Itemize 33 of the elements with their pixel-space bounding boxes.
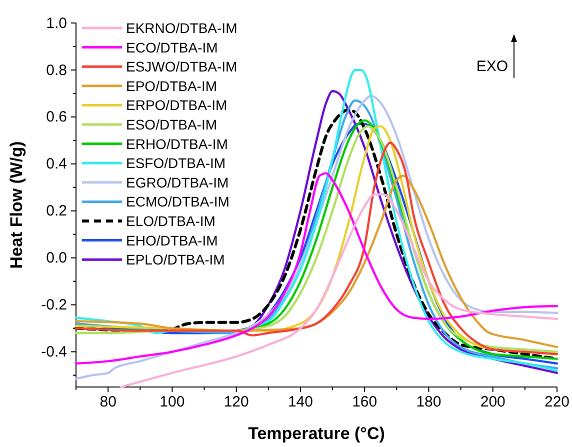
legend-label: ELO/DTBA-IM [126,213,216,229]
y-tick-label: 0.6 [46,108,67,126]
x-tick-label: 120 [224,394,249,411]
y-tick-label: 0.2 [46,202,67,220]
text: -0.4 [41,344,67,361]
x-tick-label: 100 [160,394,185,411]
x-tick-label: 220 [544,394,570,411]
x-tick-label: 180 [416,394,442,411]
legend-label: ESO/DTBA-IM [126,116,218,132]
y-axis-title: Heat Flow (W/g) [7,141,26,269]
x-tick-label: 80 [100,394,116,411]
x-axis-title: Temperature (°C) [248,424,385,443]
legend-label: ESJWO/DTBA-IM [126,58,238,75]
legend-label: ECO/DTBA-IM [126,39,218,56]
legend-label: EKRNO/DTBA-IM [126,20,238,36]
legend-label: ESFO/DTBA-IM [126,155,226,172]
legend-label: ECMO/DTBA-IM [126,194,230,210]
legend-label: EPO/DTBA-IM [126,78,218,94]
x-tick-label: 140 [288,394,313,411]
legend-label: ERHO/DTBA-IM [126,136,228,152]
legend-label: EHO/DTBA-IM [126,232,218,248]
y-tick-label: -0.2 [41,296,67,314]
x-tick-label: 200 [480,394,506,411]
y-tick-label: 0.4 [46,156,67,173]
y-tick-label: 0.0 [46,250,67,267]
x-tick-label: 160 [352,394,378,411]
legend-label: ERPO/DTBA-IM [126,97,228,114]
line-series [120,193,558,388]
legend-label: EPLO/DTBA-IM [126,252,225,268]
y-tick-label: 1.0 [46,14,67,32]
annotation: EXO [476,58,508,75]
legend-label: EGRO/DTBA-IM [126,174,229,190]
y-tick-label: 0.8 [46,62,67,79]
